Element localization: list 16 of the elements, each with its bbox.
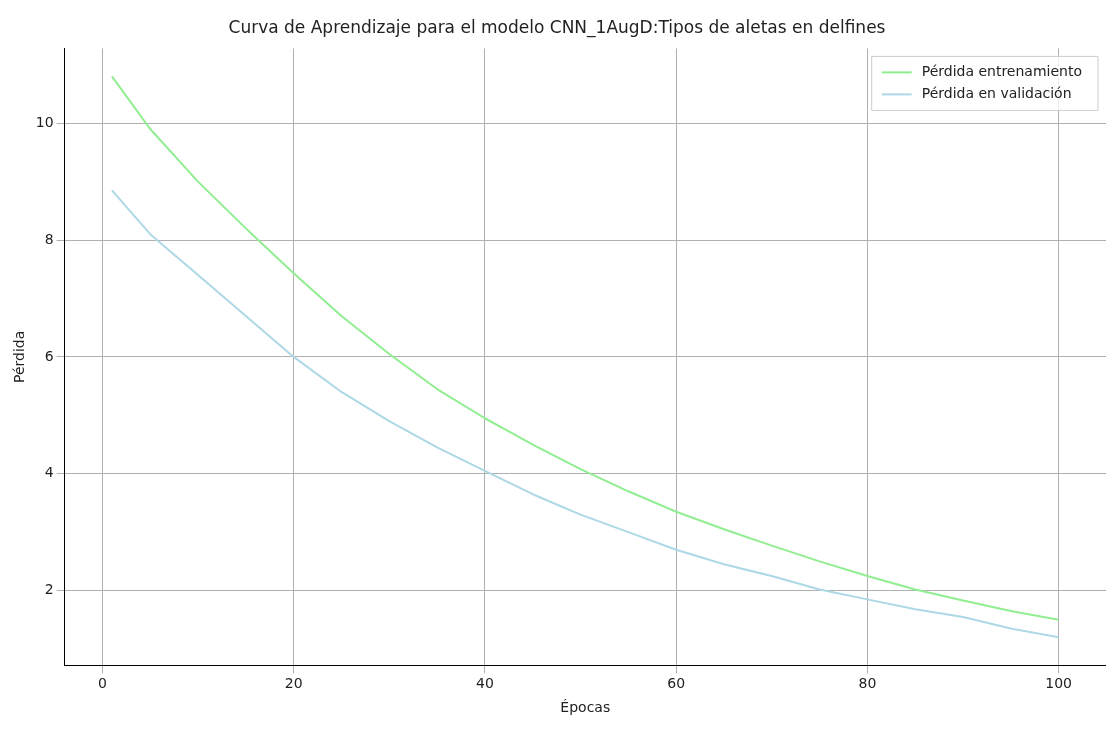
y-tick-label: 10 [35,113,54,130]
x-tick-label: 0 [97,675,107,692]
y-tick-label: 2 [44,581,54,598]
x-tick-label: 40 [475,675,494,692]
y-axis-title: Pérdida [11,330,28,384]
y-tick-label: 4 [44,464,54,481]
x-tick-label: 100 [1045,675,1073,692]
legend-label: Pérdida en validación [921,85,1072,102]
y-tick-label: 8 [44,230,54,247]
x-tick-label: 80 [858,675,877,692]
legend-label: Pérdida entrenamiento [921,63,1083,80]
x-tick-label: 20 [284,675,303,692]
x-tick-label: 60 [667,675,686,692]
y-tick-label: 6 [44,347,54,364]
x-axis-title: Épocas [560,699,611,716]
chart-title: Curva de Aprendizaje para el modelo CNN_1AugD:Tipos de aletas en delfines [228,16,886,38]
